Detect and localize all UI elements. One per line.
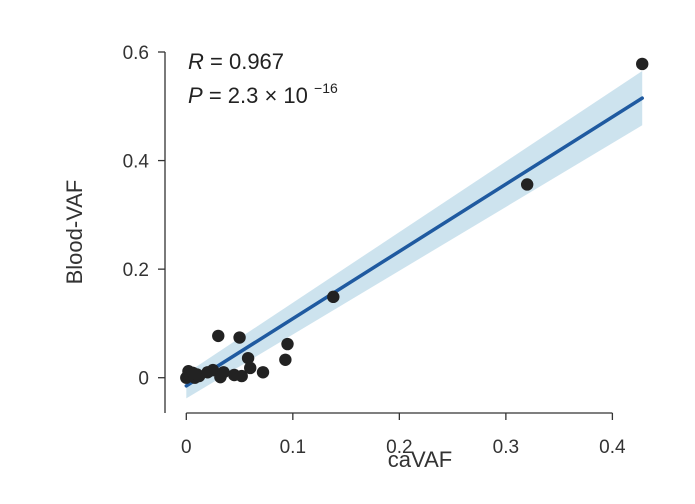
x-tick-label: 0.4 bbox=[599, 437, 626, 458]
r-value: = 0.967 bbox=[210, 49, 284, 74]
data-points-layer bbox=[180, 57, 649, 384]
p-exponent: −16 bbox=[314, 80, 338, 96]
data-point bbox=[636, 57, 649, 71]
y-axis-label: Blood-VAF bbox=[62, 180, 87, 285]
regression-line-layer bbox=[184, 96, 644, 388]
data-point bbox=[233, 331, 246, 344]
data-point bbox=[217, 366, 230, 379]
data-point bbox=[241, 351, 255, 365]
regression-line bbox=[184, 96, 644, 388]
y-tick-label: 0.6 bbox=[123, 43, 149, 64]
data-point bbox=[279, 353, 292, 366]
data-point bbox=[327, 290, 340, 304]
tick-labels-layer: 0 0.1 0.2 0.3 0.4 0 0.2 0.4 0.6 bbox=[123, 43, 626, 458]
correlation-annotation: R = 0.967 bbox=[188, 49, 284, 74]
p-value: = 2.3 × 10 bbox=[209, 83, 308, 108]
p-symbol: P bbox=[188, 83, 203, 108]
x-axis-label: caVAF bbox=[388, 447, 452, 472]
x-tick-label: 0.1 bbox=[280, 437, 306, 458]
x-tick-label: 0.2 bbox=[386, 437, 412, 458]
r-symbol: R bbox=[188, 49, 204, 74]
p-value-annotation: P = 2.3 × 10 −16 bbox=[188, 80, 338, 108]
x-tick-label: 0 bbox=[181, 437, 192, 458]
y-tick-label: 0.2 bbox=[123, 260, 149, 281]
y-tick-label: 0 bbox=[138, 369, 149, 390]
data-point bbox=[281, 337, 294, 351]
x-tick-label: 0.3 bbox=[493, 437, 519, 458]
y-tick-label: 0.4 bbox=[123, 152, 150, 173]
confidence-band-layer bbox=[186, 71, 643, 399]
data-point bbox=[244, 361, 257, 375]
data-point bbox=[235, 369, 248, 383]
axes-layer bbox=[158, 51, 614, 420]
data-point bbox=[212, 329, 225, 343]
data-point bbox=[520, 178, 534, 191]
confidence-band bbox=[186, 71, 643, 399]
data-point bbox=[256, 366, 270, 379]
